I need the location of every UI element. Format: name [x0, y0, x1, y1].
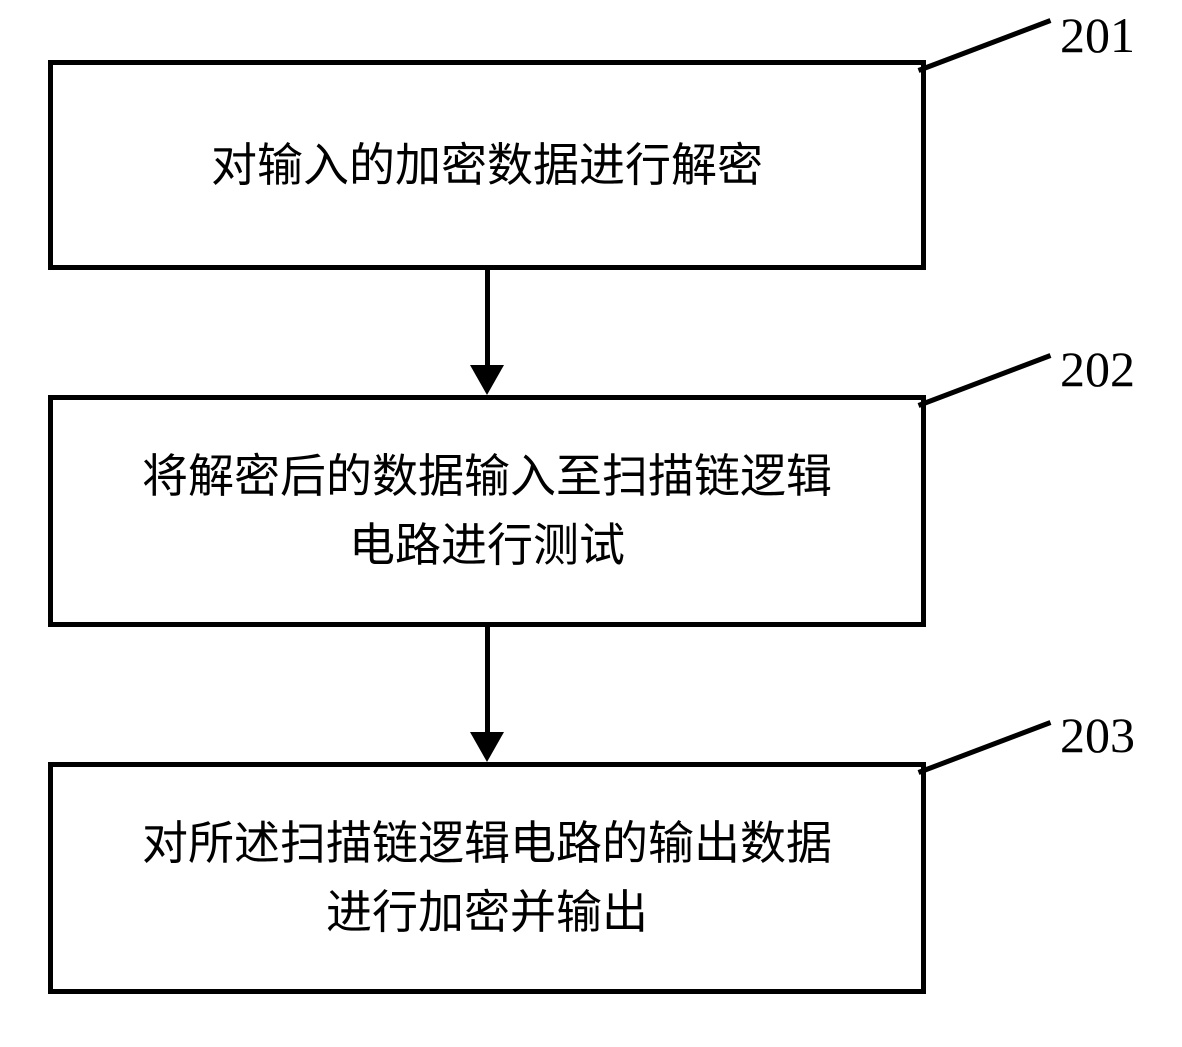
leader-202: [916, 353, 1053, 408]
step-202: 将解密后的数据输入至扫描链逻辑 电路进行测试: [48, 395, 926, 627]
arrow-2-line: [485, 627, 490, 732]
label-203: 203: [1060, 706, 1135, 764]
arrow-1-head-icon: [470, 365, 504, 395]
label-202: 202: [1060, 340, 1135, 398]
flowchart-canvas: 对输入的加密数据进行解密将解密后的数据输入至扫描链逻辑 电路进行测试对所述扫描链…: [0, 0, 1182, 1047]
leader-201: [916, 18, 1053, 73]
step-201-text: 对输入的加密数据进行解密: [211, 131, 763, 200]
arrow-2-head-icon: [470, 732, 504, 762]
label-201: 201: [1060, 6, 1135, 64]
step-203-text: 对所述扫描链逻辑电路的输出数据 进行加密并输出: [142, 809, 832, 947]
step-203: 对所述扫描链逻辑电路的输出数据 进行加密并输出: [48, 762, 926, 994]
step-201: 对输入的加密数据进行解密: [48, 60, 926, 270]
arrow-1-line: [485, 270, 490, 365]
step-202-text: 将解密后的数据输入至扫描链逻辑 电路进行测试: [142, 442, 832, 580]
leader-203: [916, 720, 1053, 775]
